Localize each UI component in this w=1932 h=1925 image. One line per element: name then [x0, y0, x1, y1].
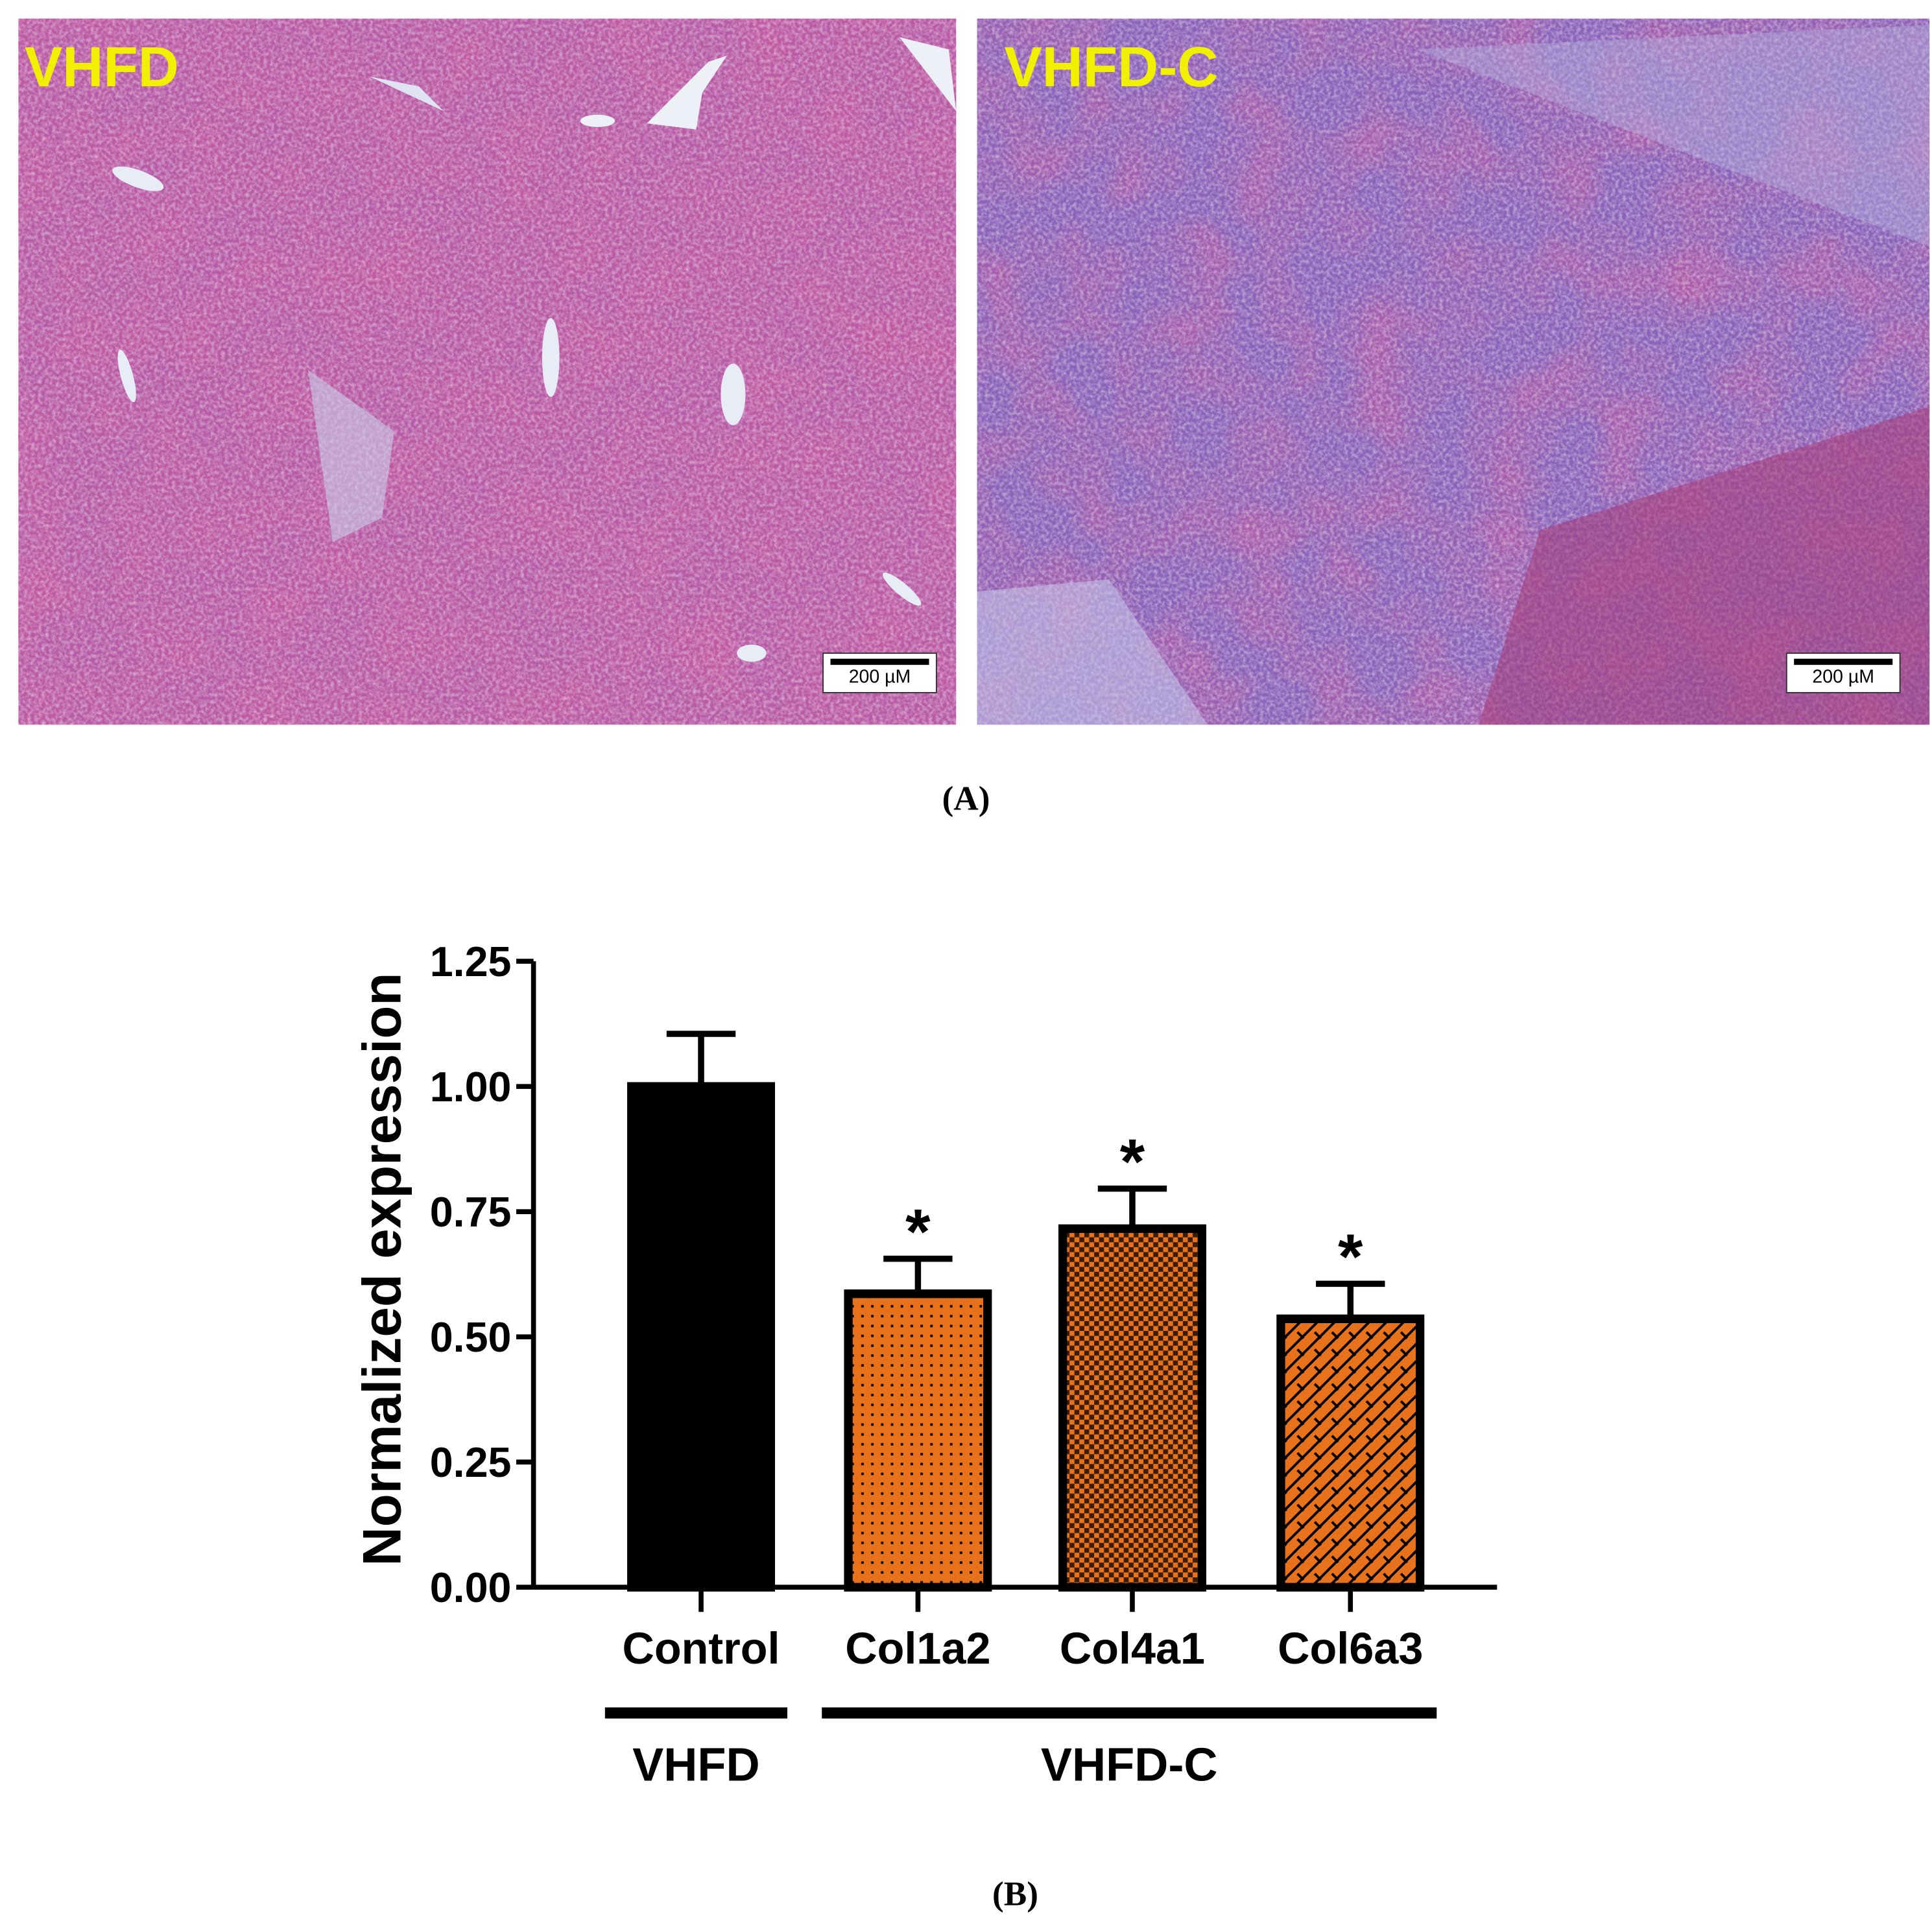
x-tick-label: Col1a2 [845, 1624, 990, 1673]
bar-chart: 0.00 0.25 0.50 0.75 1.00 1.25 Control Col1a2 * Co… [430, 939, 1497, 1791]
group-label: VHFD [632, 1740, 760, 1791]
y-tick-label: 1.25 [430, 939, 512, 985]
bar [844, 1289, 992, 1592]
scale-bar: 200 µM [822, 652, 937, 693]
y-axis-title: Normalized expression [351, 973, 412, 1566]
x-tick-label: Col4a1 [1060, 1624, 1205, 1673]
scale-bar-label: 200 µM [1812, 667, 1874, 688]
image-label: VHFD [25, 35, 179, 99]
panel-label: (A) [942, 779, 990, 817]
histology-image [977, 18, 1930, 725]
x-tick-label: Col6a3 [1278, 1624, 1423, 1673]
bar [627, 1082, 776, 1592]
panel-label: (B) [992, 1874, 1038, 1913]
y-tick-label: 0.00 [430, 1564, 512, 1611]
bar [1058, 1224, 1206, 1592]
image-label: VHFD-C [1004, 35, 1218, 99]
significance-mark: * [1120, 1126, 1145, 1197]
y-tick-label: 1.00 [430, 1064, 512, 1110]
group-label: VHFD-C [1041, 1740, 1218, 1791]
bar [1276, 1314, 1425, 1592]
y-tick-label: 0.25 [430, 1439, 512, 1486]
scale-bar-label: 200 µM [849, 667, 911, 688]
y-tick-label: 0.75 [430, 1189, 512, 1236]
histology-image [18, 18, 957, 725]
x-tick-label: Control [622, 1624, 780, 1673]
significance-mark: * [905, 1196, 931, 1267]
y-tick-label: 0.50 [430, 1314, 512, 1361]
scale-bar: 200 µM [1785, 652, 1901, 693]
significance-mark: * [1338, 1221, 1363, 1293]
